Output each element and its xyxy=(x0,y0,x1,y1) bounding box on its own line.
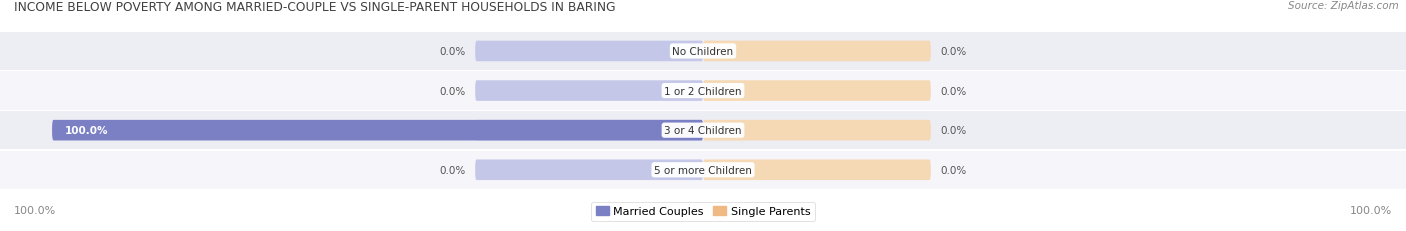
Text: 1 or 2 Children: 1 or 2 Children xyxy=(664,86,742,96)
Bar xyxy=(0,72,1406,110)
FancyBboxPatch shape xyxy=(52,120,703,141)
Text: 100.0%: 100.0% xyxy=(1350,205,1392,215)
FancyBboxPatch shape xyxy=(703,120,931,141)
FancyBboxPatch shape xyxy=(475,160,703,180)
FancyBboxPatch shape xyxy=(703,160,931,180)
Legend: Married Couples, Single Parents: Married Couples, Single Parents xyxy=(592,202,814,221)
Text: 0.0%: 0.0% xyxy=(941,86,967,96)
Text: No Children: No Children xyxy=(672,47,734,57)
Text: 0.0%: 0.0% xyxy=(439,165,465,175)
Text: 0.0%: 0.0% xyxy=(439,86,465,96)
Text: INCOME BELOW POVERTY AMONG MARRIED-COUPLE VS SINGLE-PARENT HOUSEHOLDS IN BARING: INCOME BELOW POVERTY AMONG MARRIED-COUPL… xyxy=(14,1,616,14)
Text: 0.0%: 0.0% xyxy=(941,126,967,136)
Text: 5 or more Children: 5 or more Children xyxy=(654,165,752,175)
Text: 100.0%: 100.0% xyxy=(65,126,108,136)
Bar xyxy=(0,33,1406,71)
FancyBboxPatch shape xyxy=(475,42,703,62)
Text: 3 or 4 Children: 3 or 4 Children xyxy=(664,126,742,136)
FancyBboxPatch shape xyxy=(475,81,703,101)
Bar xyxy=(0,151,1406,189)
Text: 0.0%: 0.0% xyxy=(941,165,967,175)
FancyBboxPatch shape xyxy=(703,81,931,101)
Bar xyxy=(0,112,1406,150)
Text: Source: ZipAtlas.com: Source: ZipAtlas.com xyxy=(1288,1,1399,11)
Text: 0.0%: 0.0% xyxy=(439,47,465,57)
FancyBboxPatch shape xyxy=(703,42,931,62)
FancyBboxPatch shape xyxy=(475,120,703,141)
Text: 100.0%: 100.0% xyxy=(14,205,56,215)
Text: 0.0%: 0.0% xyxy=(941,47,967,57)
